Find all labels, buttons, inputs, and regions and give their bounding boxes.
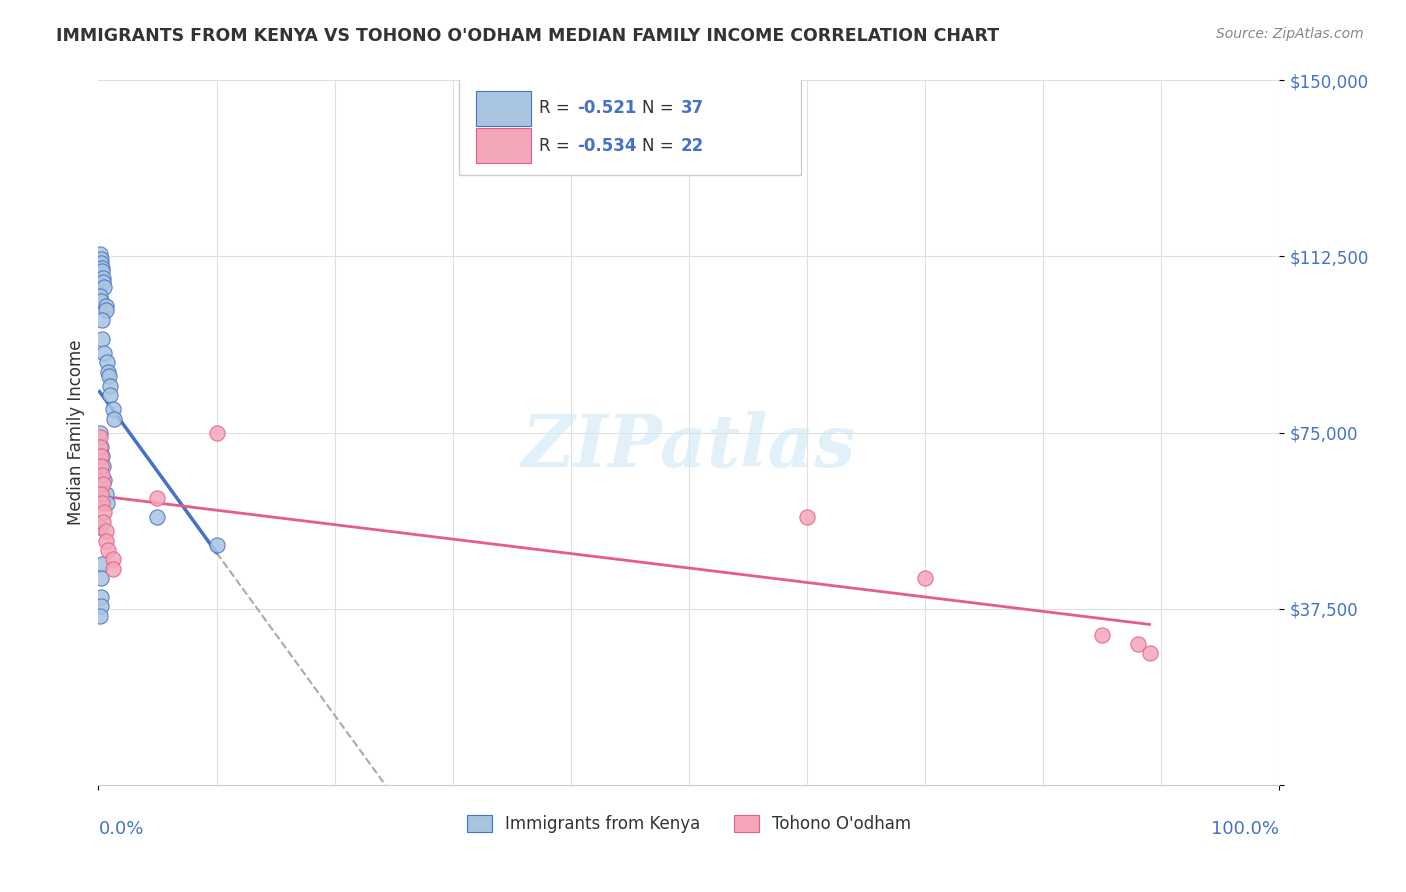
Point [796, 510, 818, 524]
Point [91, 270, 114, 285]
Point [94, 533, 117, 548]
FancyBboxPatch shape [458, 78, 801, 176]
Point [98, 369, 121, 384]
Point [91, 467, 114, 482]
Point [89, 519, 111, 533]
Point [91, 515, 114, 529]
Text: -0.534: -0.534 [576, 136, 637, 155]
Text: 22: 22 [681, 136, 704, 155]
Point [90, 252, 112, 266]
Point [93, 345, 115, 359]
Point [97, 365, 120, 379]
Point [1091, 627, 1114, 641]
Point [91, 449, 114, 463]
Point [98, 378, 121, 392]
Point [90, 256, 112, 270]
Point [146, 510, 169, 524]
Point [101, 402, 124, 417]
Point [1126, 637, 1149, 651]
Point [91, 458, 114, 473]
Text: R =: R = [538, 136, 575, 155]
Point [91, 557, 114, 571]
Point [89, 608, 111, 623]
Point [89, 425, 111, 440]
Legend: Immigrants from Kenya, Tohono O'odham: Immigrants from Kenya, Tohono O'odham [460, 808, 918, 840]
Point [91, 332, 114, 346]
Point [94, 524, 117, 539]
Point [94, 299, 117, 313]
Point [101, 562, 124, 576]
Point [91, 477, 114, 491]
FancyBboxPatch shape [477, 91, 530, 126]
Point [90, 571, 112, 585]
Text: R =: R = [538, 100, 575, 118]
Point [914, 571, 936, 585]
Text: 0.0%: 0.0% [98, 821, 143, 838]
Point [91, 261, 114, 276]
Text: -0.521: -0.521 [576, 100, 636, 118]
Point [96, 496, 118, 510]
Point [89, 247, 111, 261]
Point [101, 552, 124, 566]
Point [90, 599, 112, 614]
Point [205, 425, 228, 440]
Point [90, 486, 112, 500]
Point [93, 473, 115, 487]
Text: IMMIGRANTS FROM KENYA VS TOHONO O'ODHAM MEDIAN FAMILY INCOME CORRELATION CHART: IMMIGRANTS FROM KENYA VS TOHONO O'ODHAM … [56, 27, 1000, 45]
Point [91, 263, 114, 277]
Point [93, 506, 115, 520]
Text: N =: N = [641, 100, 679, 118]
Point [205, 538, 228, 552]
Point [89, 440, 111, 454]
Text: Source: ZipAtlas.com: Source: ZipAtlas.com [1216, 27, 1364, 41]
Point [90, 458, 112, 473]
Text: 100.0%: 100.0% [1212, 821, 1279, 838]
Point [89, 289, 111, 303]
Point [96, 355, 118, 369]
Point [89, 430, 111, 444]
Text: N =: N = [641, 136, 679, 155]
Point [90, 294, 112, 309]
Point [94, 486, 117, 500]
Point [91, 275, 114, 289]
Point [97, 543, 120, 558]
Point [94, 303, 117, 318]
Point [146, 491, 169, 506]
Point [93, 280, 115, 294]
Y-axis label: Median Family Income: Median Family Income [66, 340, 84, 525]
Point [91, 313, 114, 327]
Point [90, 590, 112, 604]
Text: 37: 37 [681, 100, 704, 118]
Point [98, 388, 121, 402]
Point [90, 449, 112, 463]
Text: ZIPatlas: ZIPatlas [522, 411, 856, 483]
Point [103, 411, 125, 425]
Point [90, 440, 112, 454]
Point [91, 496, 114, 510]
FancyBboxPatch shape [477, 128, 530, 163]
Point [1139, 647, 1161, 661]
